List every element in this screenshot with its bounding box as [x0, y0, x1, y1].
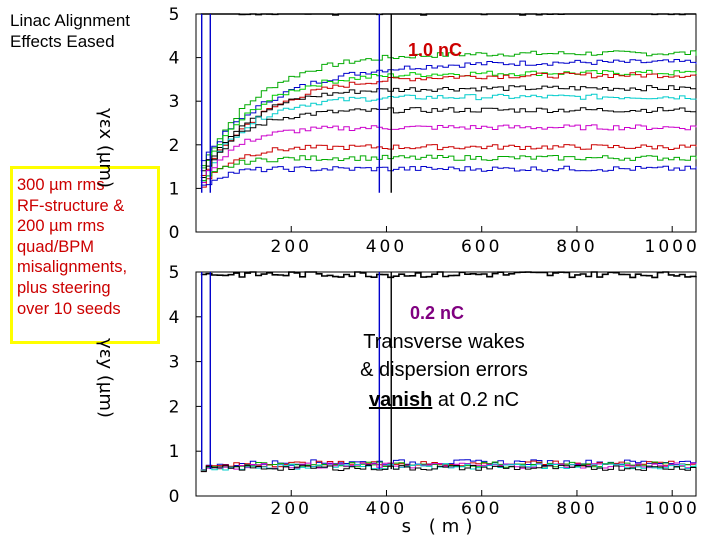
series-line	[200, 165, 697, 186]
callout-line: RF-structure &	[17, 196, 125, 215]
slide-title: Linac Alignment Effects Eased	[10, 10, 130, 52]
y-tick-label: 4	[169, 308, 180, 328]
x-tick-label: 200	[271, 237, 312, 257]
y-tick-label: 0	[169, 487, 180, 507]
series-line	[200, 85, 697, 172]
callout-line: plus steering	[17, 278, 111, 297]
series-line	[200, 107, 697, 178]
series-line	[200, 93, 697, 182]
series-line	[200, 72, 697, 176]
note-vanish: vanish	[368, 389, 433, 411]
x-tick-label: 1000	[645, 237, 700, 257]
series-line	[200, 464, 697, 473]
charge-label-bottom: 0.2 nC	[410, 303, 465, 323]
callout-line: 200 µm rms	[17, 217, 105, 236]
x-tick-label: 200	[271, 499, 312, 519]
title-line-2: Effects Eased	[10, 32, 115, 51]
note-line-2: & dispersion errors	[360, 359, 528, 381]
series-line	[200, 271, 697, 279]
y-tick-label: 2	[169, 136, 180, 156]
series-line	[200, 154, 697, 182]
charge-label-top: 1.0 nC	[408, 40, 463, 60]
x-tick-label: 600	[461, 499, 502, 519]
y-tick-label: 0	[169, 223, 180, 243]
x-axis-label: s (m)	[402, 516, 479, 537]
y-tick-label: 2	[169, 397, 180, 417]
x-tick-label: 400	[366, 499, 407, 519]
x-tick-label: 400	[366, 237, 407, 257]
callout-line: misalignments,	[17, 258, 128, 277]
x-tick-label: 800	[556, 499, 597, 519]
callout-line: 300 µm rms	[17, 176, 105, 194]
series-line	[200, 50, 697, 167]
y-tick-label: 3	[169, 92, 180, 112]
y-axis-label-top: γεx (µm)	[95, 108, 116, 188]
x-tick-label: 600	[461, 237, 502, 257]
plot-bottom: 0 1 2 3 4 5 200 400 600 800 1000	[169, 263, 700, 519]
y-tick-label: 1	[169, 442, 180, 462]
note-line-1: Transverse wakes	[363, 331, 525, 353]
note-rest: at 0.2 nC	[432, 389, 520, 411]
y-tick-label: 3	[169, 353, 180, 373]
series-line	[200, 59, 697, 162]
callout-line: over 10 seeds	[17, 299, 121, 318]
y-tick-label: 5	[169, 5, 180, 25]
series-line	[200, 124, 697, 183]
y-tick-label: 4	[169, 49, 180, 69]
series-line	[200, 144, 697, 188]
series-line	[200, 13, 696, 16]
series-line	[200, 69, 697, 169]
note-line-3: vanish at 0.2 nC	[334, 388, 554, 412]
x-tick-label: 800	[556, 237, 597, 257]
misalignment-callout: 300 µm rms RF-structure & 200 µm rms qua…	[10, 166, 160, 344]
x-tick-label: 1000	[645, 499, 700, 519]
y-tick-label: 5	[169, 263, 180, 283]
y-tick-label: 1	[169, 179, 180, 199]
plot-top: 0 1 2 3 4 5 200 400 600 800 1000	[169, 5, 700, 257]
y-axis-label-bottom: γεy (µm)	[95, 338, 116, 418]
plot-frame	[195, 271, 697, 497]
callout-line: quad/BPM	[17, 237, 95, 256]
title-line-1: Linac Alignment	[10, 11, 131, 30]
